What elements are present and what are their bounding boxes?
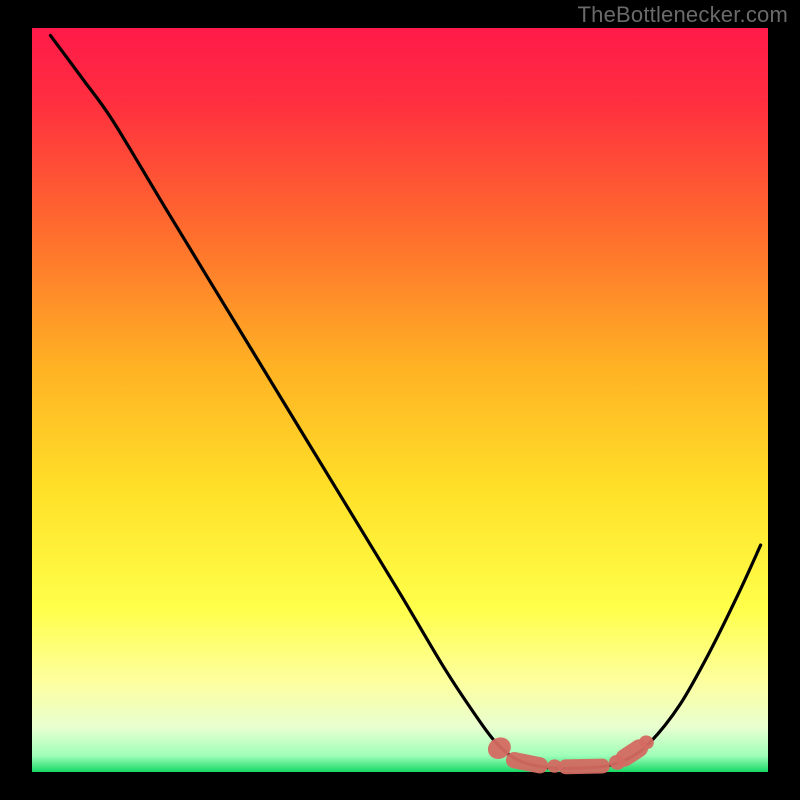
gradient-background (32, 28, 768, 772)
blob-capsule (514, 760, 540, 765)
chart-svg (0, 0, 800, 800)
chart-stage: TheBottlenecker.com (0, 0, 800, 800)
blob-capsule (566, 766, 603, 767)
blob-capsule (624, 748, 639, 758)
watermark-text: TheBottlenecker.com (578, 2, 788, 28)
